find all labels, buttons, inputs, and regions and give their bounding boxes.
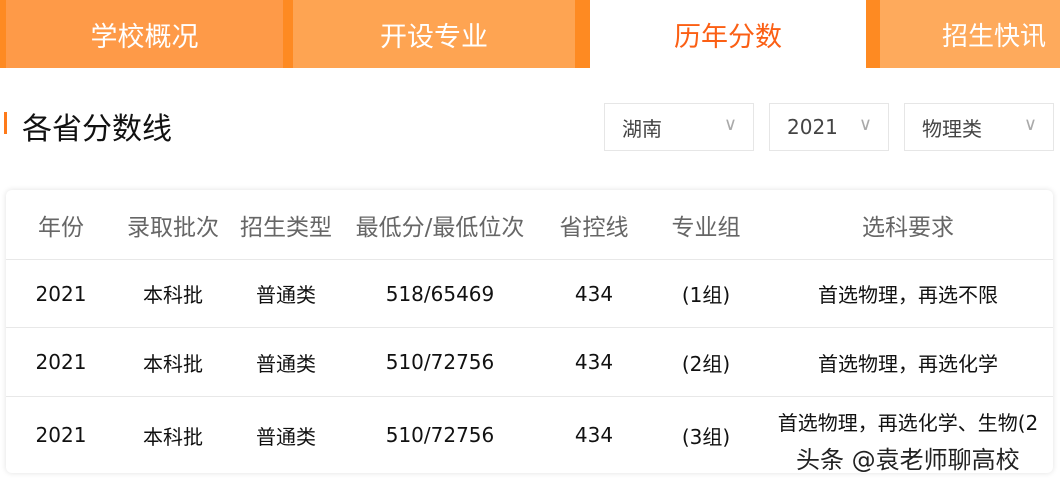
table-cell: 434 [574,350,614,374]
table-cell: 首选物理，再选不限 [818,283,998,307]
table-row: 2021 本科批 普通类 510/72756 434 (3组) 首选物理，再选化学、生物(2 [6,397,1053,473]
table-cell: 434 [574,281,614,306]
table-cell: 普通类 [256,351,316,376]
column-header: 录取批次 [127,214,219,241]
column-header: 招生类型 [240,214,332,241]
table-cell: 首选物理，再选化学、生物(2 [777,411,1039,435]
tab-majors[interactable]: 开设专业 [293,0,575,68]
table-cell: 本科批 [143,283,203,307]
table-cell: 518/65469 [385,281,495,306]
table-cell: 434 [574,423,614,447]
table-cell: 本科批 [143,351,203,376]
column-header: 最低分/最低位次 [355,214,525,241]
province-value: 湖南 [622,116,662,141]
title-accent [4,112,7,134]
year-select[interactable]: 2021 ∨ [769,103,889,151]
column-header: 省控线 [559,214,629,241]
table-cell: (3组) [681,424,731,449]
chevron-down-icon: ∨ [723,114,737,135]
column-header: 专业组 [671,214,741,241]
table-cell: 普通类 [256,424,316,449]
table-row: 2021 本科批 普通类 510/72756 434 (2组) 首选物理，再选化学 [6,328,1053,397]
table-cell: 2021 [35,281,87,306]
column-header: 选科要求 [862,214,954,241]
score-table: 年份 录取批次 招生类型 最低分/最低位次 省控线 专业组 选科要求 2021 本科批 普通类 51… [6,190,1053,473]
table-cell: 普通类 [256,283,316,307]
table-cell: 2021 [35,423,87,447]
table-cell: 本科批 [143,424,203,449]
table-cell: 首选物理，再选化学 [818,351,998,376]
year-value: 2021 [787,115,838,139]
section-title: 各省分数线 [22,112,172,147]
table-cell: (1组) [681,283,731,307]
table-header: 年份 录取批次 招生类型 最低分/最低位次 省控线 专业组 选科要求 [6,190,1053,260]
column-header: 年份 [38,214,84,241]
table-cell: (2组) [681,351,731,376]
subject-select[interactable]: 物理类 ∨ [904,103,1054,151]
chevron-down-icon: ∨ [858,114,872,135]
watermark: 头条 @袁老师聊高校 [796,446,1020,474]
province-select[interactable]: 湖南 ∨ [604,103,754,151]
tab-historical-scores[interactable]: 历年分数 [590,0,866,68]
tab-admission-news[interactable]: 招生快讯 [880,0,1060,68]
table-row: 2021 本科批 普通类 518/65469 434 (1组) 首选物理，再选不限 [6,260,1053,328]
tab-bar: 学校概况 开设专业 历年分数 招生快讯 [0,0,1060,68]
table-cell: 2021 [35,350,87,374]
chevron-down-icon: ∨ [1023,114,1037,135]
table-cell: 510/72756 [385,423,495,447]
table-cell: 510/72756 [385,350,495,374]
tab-school-overview[interactable]: 学校概况 [6,0,283,68]
subject-value: 物理类 [922,116,982,141]
